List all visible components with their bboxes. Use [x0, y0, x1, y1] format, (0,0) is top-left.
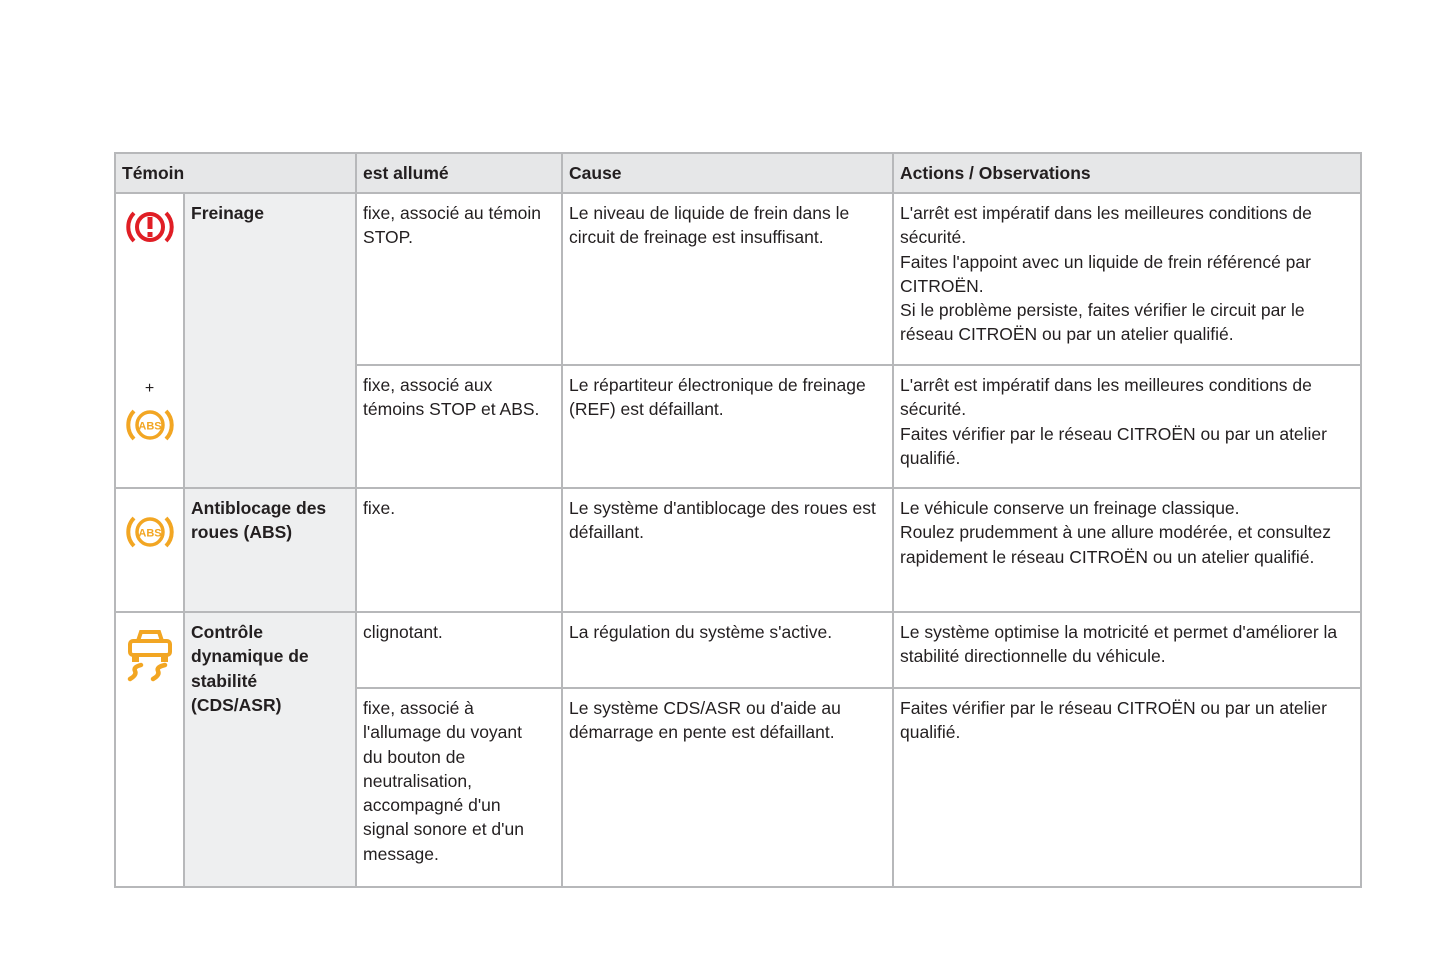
allume-cell: fixe, associé au témoin STOP. [355, 192, 564, 366]
allume-cell: fixe. [355, 487, 564, 613]
cause-cell: La régulation du système s'active. [561, 611, 895, 689]
cause-cell: Le niveau de liquide de frein dans le ci… [561, 192, 895, 366]
allume-cell: fixe, associé à l'allumage du voyant du … [355, 687, 564, 888]
actions-cell: L'arrêt est impératif dans les meilleure… [892, 192, 1363, 366]
header-actions: Actions / Observations [892, 152, 1363, 194]
allume-cell: fixe, associé aux témoins STOP et ABS. [355, 364, 564, 489]
warning-lights-table: Témoin est allumé Cause Actions / Observ… [113, 152, 1363, 888]
header-allume: est allumé [355, 152, 564, 194]
row-label: Antiblocage des roues (ABS) [182, 487, 358, 613]
header-cause: Cause [561, 152, 895, 194]
plus-sign: + [144, 380, 155, 397]
table-row: ABS Antiblocage des roues (ABS) fixe. Le… [114, 487, 1363, 613]
stability-control-icon [127, 630, 172, 682]
table-row: + ABS Freinage fixe, associé au témoin S… [114, 192, 1363, 489]
svg-text:ABS: ABS [138, 528, 161, 540]
icon-cell [114, 611, 185, 888]
cause-cell: Le système d'antiblocage des roues est d… [561, 487, 895, 613]
svg-text:ABS: ABS [138, 421, 161, 433]
actions-cell: Le système optimise la motricité et perm… [892, 611, 1363, 689]
table-row: fixe, associé à l'allumage du voyant du … [115, 687, 1363, 888]
actions-cell: L'arrêt est impératif dans les meilleure… [892, 364, 1363, 489]
icon-cell: + ABS [114, 192, 185, 489]
actions-cell: Le véhicule conserve un freinage classiq… [892, 487, 1363, 613]
abs-icon: ABS [125, 516, 174, 548]
table-header: Témoin est allumé Cause Actions / Observ… [113, 152, 1363, 194]
brake-warning-icon [125, 211, 174, 243]
table-row: fixe, associé aux témoins STOP et ABS. L… [115, 364, 1363, 489]
cause-cell: Le système CDS/ASR ou d'aide au démarrag… [561, 687, 895, 888]
actions-cell: Faites vérifier par le réseau CITROËN ou… [892, 687, 1363, 888]
table-row: Contrôle dynamique de stabilité (CDS/ASR… [114, 611, 1363, 888]
cause-cell: Le répartiteur électronique de freinage … [561, 364, 895, 489]
header-temoin: Témoin [113, 152, 358, 194]
allume-cell: clignotant. [355, 611, 564, 689]
row-label: Freinage [182, 192, 358, 489]
abs-icon: ABS [125, 409, 174, 441]
icon-cell: ABS [114, 487, 185, 613]
row-label: Contrôle dynamique de stabilité (CDS/ASR… [182, 611, 358, 888]
